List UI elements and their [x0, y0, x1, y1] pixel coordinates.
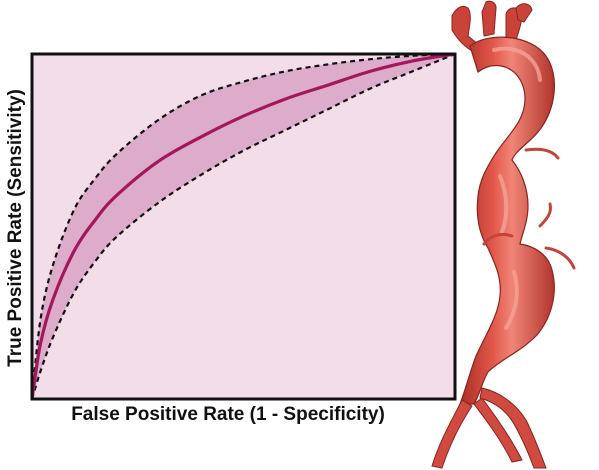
y-axis-title: True Positive Rate (Sensitivity) — [5, 89, 26, 367]
roc-plot-area — [30, 52, 457, 401]
mean-roc-curve — [32, 54, 455, 399]
iliac-legs — [431, 387, 547, 469]
plot-frame — [30, 52, 457, 401]
x-axis-title: False Positive Rate (1 - Specificity) — [71, 404, 385, 425]
confidence-band — [32, 54, 455, 399]
aorta-highlight — [492, 46, 542, 330]
lower-bound-curve — [32, 54, 455, 399]
chart-marks — [32, 54, 455, 399]
upper-bound-curve — [32, 54, 455, 399]
aorta-side-branches — [482, 147, 576, 270]
aortic-arch-branches — [451, 0, 533, 53]
aorta-illustration — [431, 0, 576, 469]
